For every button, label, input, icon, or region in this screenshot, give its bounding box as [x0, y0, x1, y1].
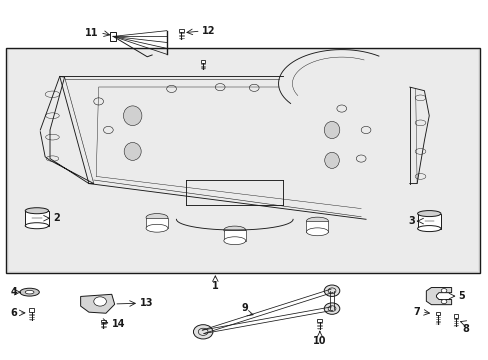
Ellipse shape [417, 226, 440, 231]
Bar [146, 217, 167, 228]
Ellipse shape [324, 121, 339, 139]
Bar [224, 230, 245, 241]
Bar [6, 48, 479, 273]
Bar [306, 221, 328, 232]
Circle shape [94, 297, 106, 306]
Text: 11: 11 [85, 28, 99, 38]
Text: 1: 1 [211, 282, 218, 292]
Ellipse shape [224, 226, 245, 234]
Text: 4: 4 [10, 287, 17, 297]
Ellipse shape [20, 288, 39, 296]
Ellipse shape [146, 213, 167, 221]
Bar [110, 32, 116, 41]
Bar [453, 314, 457, 318]
Ellipse shape [324, 152, 339, 168]
Ellipse shape [25, 291, 34, 294]
Ellipse shape [124, 143, 141, 160]
Circle shape [193, 325, 212, 339]
Polygon shape [426, 288, 451, 305]
Ellipse shape [25, 223, 48, 229]
Bar [317, 319, 322, 322]
Text: 5: 5 [458, 291, 464, 301]
Bar [435, 311, 440, 315]
Ellipse shape [123, 106, 142, 126]
Bar [178, 29, 183, 32]
Text: 2: 2 [53, 213, 60, 223]
Circle shape [440, 300, 446, 303]
Text: 8: 8 [461, 324, 468, 334]
Ellipse shape [224, 237, 245, 245]
Bar [201, 60, 205, 63]
Text: 14: 14 [112, 319, 125, 329]
Circle shape [324, 285, 339, 296]
Circle shape [440, 289, 446, 293]
Ellipse shape [146, 224, 167, 232]
Ellipse shape [417, 211, 440, 217]
Bar [101, 320, 105, 322]
Text: 7: 7 [413, 307, 420, 317]
Text: 9: 9 [241, 303, 247, 313]
Text: 12: 12 [201, 26, 215, 36]
Ellipse shape [25, 208, 48, 214]
Bar [417, 213, 440, 229]
Ellipse shape [306, 217, 328, 225]
Polygon shape [81, 294, 115, 313]
Text: 6: 6 [11, 308, 18, 318]
Bar [9, 50, 477, 271]
Text: 10: 10 [312, 337, 326, 346]
Text: 3: 3 [407, 216, 414, 226]
Bar [25, 211, 48, 226]
Bar [29, 308, 34, 312]
Circle shape [324, 303, 339, 314]
Ellipse shape [306, 228, 328, 236]
Text: 13: 13 [140, 298, 153, 308]
